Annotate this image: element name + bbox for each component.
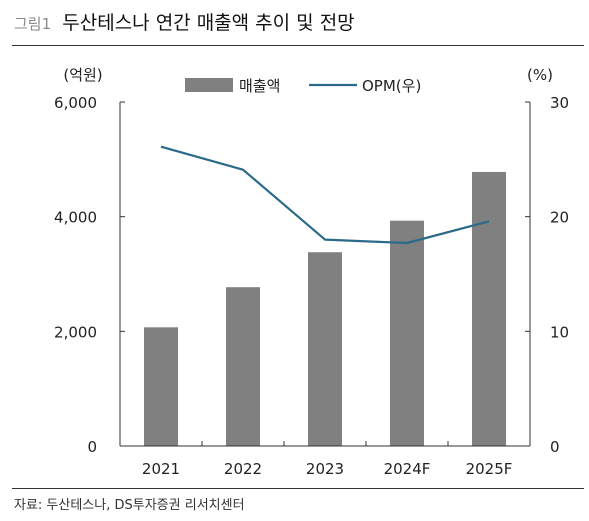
line-series [160,145,490,245]
right-tick-label: 0 [550,438,560,456]
bar-2024f [390,220,424,446]
axes: 0 2,000 4,000 6,000 0 10 20 30 2021 2022 2023 2024F… [54,66,569,478]
top-rule [12,45,584,46]
figure-number: 그림1 [14,15,52,33]
left-tick-label: 6,000 [54,94,97,112]
x-tick-label: 2024F [384,460,431,478]
legend-label-bar: 매출액 [239,77,280,95]
opm-line [160,145,490,245]
left-axis-unit: (억원) [63,66,102,84]
source-note: 자료: 두산테스나, DS투자증권 리서치센터 [14,498,245,513]
figure-title: 두산테스나 연간 매출액 추이 및 전망 [62,12,355,34]
right-tick-label: 30 [550,94,569,112]
bar-2021 [144,327,178,446]
right-tick-label: 10 [550,323,569,341]
bottom-rule [12,488,584,489]
x-tick-label: 2021 [142,460,180,478]
x-tick-label: 2025F [466,460,513,478]
x-tick-label: 2022 [224,460,262,478]
legend-swatch-bar [185,78,233,92]
bar-2025f [472,171,506,447]
bar-series [144,171,506,447]
right-axis-unit: (%) [527,66,553,84]
left-tick-label: 4,000 [54,209,97,227]
left-tick-label: 2,000 [54,323,97,341]
x-tick-label: 2023 [306,460,344,478]
bar-2022 [226,287,260,446]
left-tick-label: 0 [87,438,97,456]
right-tick-label: 20 [550,209,569,227]
legend-label-line: OPM(우) [362,77,421,95]
legend: 매출액 OPM(우) [185,77,421,95]
bar-2023 [308,252,342,446]
figure-header: 그림1 두산테스나 연간 매출액 추이 및 전망 [14,8,355,35]
